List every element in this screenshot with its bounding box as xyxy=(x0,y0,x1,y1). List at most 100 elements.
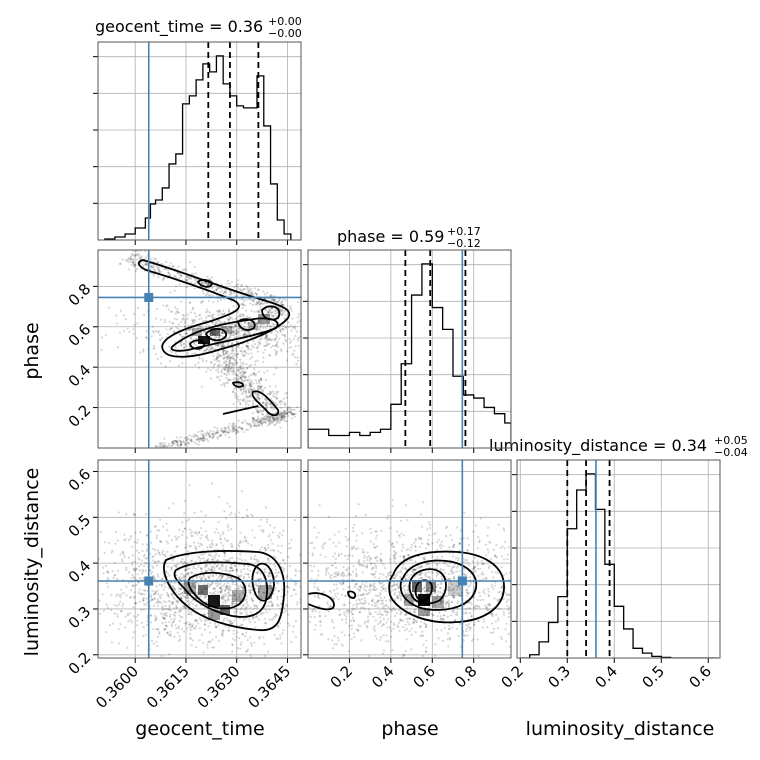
sample-point xyxy=(178,619,181,623)
sample-point xyxy=(240,586,243,589)
sample-point xyxy=(251,293,254,296)
sample-point xyxy=(437,637,440,640)
sample-point xyxy=(190,530,194,534)
sample-point xyxy=(374,564,377,568)
sample-point xyxy=(161,577,164,580)
sample-point xyxy=(211,482,214,485)
sample-point xyxy=(186,438,189,441)
sample-point xyxy=(293,326,296,329)
sample-point xyxy=(130,535,133,538)
sample-point xyxy=(428,523,431,527)
sample-point xyxy=(263,617,266,620)
sample-point xyxy=(488,603,491,606)
sample-point xyxy=(219,566,222,570)
sample-point xyxy=(142,589,146,592)
sample-point xyxy=(231,363,234,366)
sample-point xyxy=(508,594,511,597)
sample-point xyxy=(274,337,277,340)
sample-point xyxy=(224,578,227,581)
sample-point xyxy=(259,308,262,311)
sample-point xyxy=(281,303,285,307)
sample-point xyxy=(158,269,161,272)
sample-point xyxy=(127,614,130,617)
sample-point xyxy=(231,643,234,647)
sample-point xyxy=(184,607,187,610)
sample-point xyxy=(531,579,533,581)
sample-point xyxy=(172,596,175,599)
sample-point xyxy=(284,314,287,317)
sample-point xyxy=(451,572,454,575)
sample-point xyxy=(227,596,230,599)
sample-point xyxy=(240,284,243,288)
sample-point xyxy=(122,591,125,595)
sample-point xyxy=(227,598,230,602)
sample-point xyxy=(281,304,284,307)
sample-point xyxy=(182,578,185,581)
sample-point xyxy=(166,445,169,448)
sample-point xyxy=(318,323,320,325)
sample-point xyxy=(92,551,94,553)
frame-scatter-geocent-time-vs-phase xyxy=(97,249,302,449)
sample-point xyxy=(206,315,209,318)
sample-point xyxy=(456,600,460,603)
sample-point xyxy=(250,288,253,291)
sample-point xyxy=(185,593,188,596)
sample-point xyxy=(202,520,205,523)
sample-point xyxy=(207,625,210,628)
sample-point xyxy=(444,571,447,575)
sample-point xyxy=(514,628,516,630)
sample-point xyxy=(154,590,157,594)
sample-point xyxy=(157,270,160,273)
sample-point xyxy=(154,617,157,621)
sample-point xyxy=(281,313,284,316)
sample-point xyxy=(228,293,231,296)
sample-point xyxy=(234,325,237,328)
sample-point xyxy=(152,347,155,350)
sample-point xyxy=(207,641,210,644)
sample-point xyxy=(275,301,278,304)
sample-point xyxy=(228,334,231,337)
sample-point xyxy=(258,418,261,422)
sample-point xyxy=(243,299,246,302)
sample-point xyxy=(375,545,379,548)
sample-point xyxy=(167,444,170,447)
sample-point xyxy=(140,608,143,612)
sample-point xyxy=(214,625,217,628)
sample-point xyxy=(271,344,275,347)
sample-point xyxy=(256,359,259,362)
sample-point xyxy=(225,363,228,366)
sample-point xyxy=(201,576,204,579)
sample-point xyxy=(186,573,190,576)
sample-point xyxy=(173,587,176,591)
sample-point xyxy=(403,567,406,570)
sample-point xyxy=(248,333,251,336)
sample-point xyxy=(186,599,189,602)
sample-point xyxy=(231,621,234,624)
sample-point xyxy=(171,441,174,444)
sample-point xyxy=(193,511,196,514)
sample-point xyxy=(174,624,177,627)
sample-point xyxy=(269,539,273,542)
sample-point xyxy=(239,388,242,391)
sample-point xyxy=(423,573,426,576)
sample-point xyxy=(265,333,268,336)
sample-point xyxy=(179,444,182,447)
sample-point xyxy=(159,612,162,615)
sample-point xyxy=(251,344,254,347)
sample-point xyxy=(219,578,222,581)
sample-point xyxy=(262,356,265,359)
sample-point xyxy=(293,325,296,328)
sample-point xyxy=(268,354,271,357)
sample-point xyxy=(513,560,515,562)
sample-point xyxy=(235,602,238,605)
sample-point xyxy=(270,391,273,394)
sample-point xyxy=(374,570,377,573)
sample-point xyxy=(239,531,242,534)
sample-point xyxy=(249,348,252,351)
sample-point xyxy=(110,551,113,554)
sample-point xyxy=(289,307,293,310)
sample-point xyxy=(379,552,383,556)
sample-point xyxy=(251,514,254,517)
sample-point xyxy=(178,639,181,643)
sample-point xyxy=(177,323,180,326)
